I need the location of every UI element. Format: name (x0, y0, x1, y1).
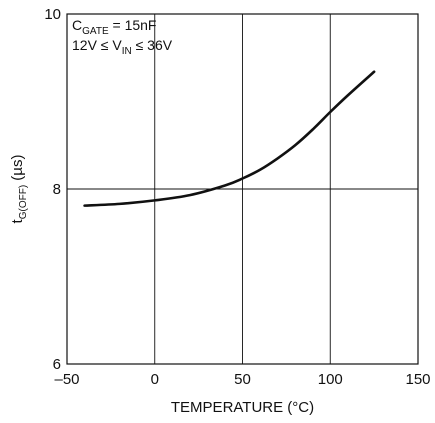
x-tick-label: 100 (318, 371, 343, 388)
x-tick-label: 50 (234, 371, 251, 388)
y-axis-label-unit: (µs) (9, 155, 26, 185)
y-tick-label: 10 (44, 6, 61, 23)
grid (67, 14, 418, 364)
x-tick-label: 0 (151, 371, 159, 388)
x-tick-label: –50 (54, 371, 79, 388)
plot-frame (66, 13, 419, 365)
y-axis-label-sub: G(OFF) (18, 185, 29, 219)
series-line (83, 70, 376, 207)
y-tick-label: 8 (53, 181, 61, 198)
x-tick-labels: –50 0 50 100 150 (54, 371, 430, 388)
y-axis-label: tG(OFF) (µs) (9, 155, 29, 224)
x-axis-label: TEMPERATURE (°C) (171, 399, 314, 416)
y-tick-labels: 6 8 10 (44, 6, 61, 373)
y-tick-label: 6 (53, 356, 61, 373)
x-tick-label: 150 (405, 371, 430, 388)
y-axis-label-main: t (9, 218, 26, 223)
annotation-input-voltage-range: 12V ≤ VIN ≤ 36V (72, 37, 173, 57)
annotation-gate-capacitance: CGATE = 15nF (72, 17, 156, 37)
